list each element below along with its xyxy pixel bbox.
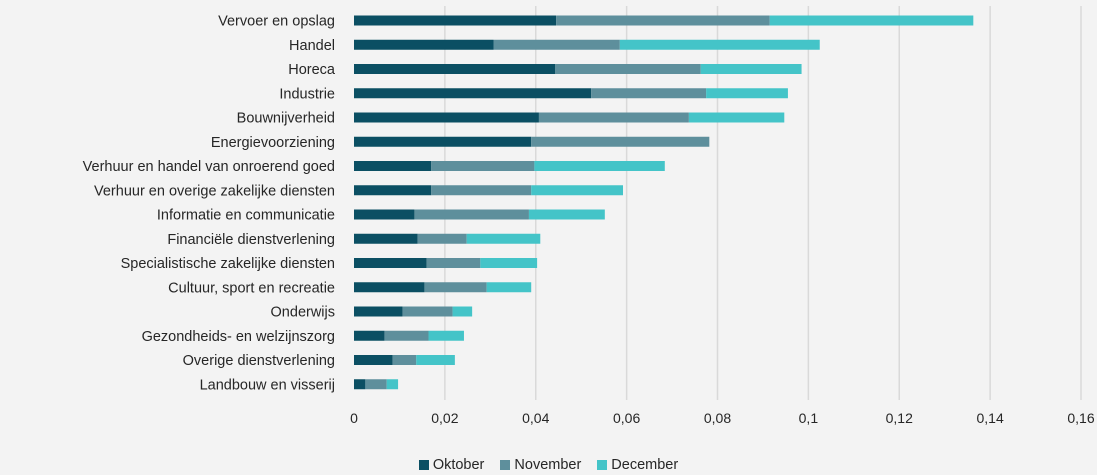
category-label: Vervoer en opslag [218,14,335,30]
legend-label: Oktober [432,457,485,473]
category-label: Energievoorziening [211,135,335,151]
category-label: Gezondheids- en welzijnszorg [142,329,335,345]
bar-segment-december [416,355,455,365]
legend-label: November [514,457,582,473]
legend-item-november: November [500,457,581,473]
bar-segment-oktober [354,64,556,74]
bar-segment-oktober [354,233,418,244]
bar-segment-oktober [354,185,432,196]
category-label: Verhuur en overige zakelijke diensten [94,183,335,199]
x-tick-label-layer: 0 0,02 0,04 0,06 0,08 0,1 0,12 0,14 0,16 [350,410,1095,426]
bar-segment-november [431,185,532,196]
bar-segment-december [531,185,623,196]
bar-segment-november [493,39,620,50]
category-label: Landbouw en visserij [200,377,335,393]
x-tick-label: 0,06 [613,410,640,426]
bar-segment-november [402,306,453,317]
bar-segment-december [688,112,785,123]
category-label: Informatie en communicatie [157,208,335,224]
bar-segment-december [700,64,802,74]
bar-segment-december [528,209,605,220]
category-label: Overige dienstverlening [183,353,335,369]
stacked-bar-chart: Vervoer en opslag Handel Horeca Industrie Bo… [83,6,1095,426]
bar-segment-december [769,15,974,26]
x-tick-label: 0 [350,410,358,426]
bar-segment-november [531,136,710,147]
bar-segment-december [386,379,399,390]
bar-segment-oktober [354,330,385,341]
category-label: Specialistische zakelijke diensten [121,256,335,272]
bar-segment-november [538,112,689,123]
bar-segment-oktober [354,88,592,99]
bar-segment-december [706,88,788,99]
x-tick-label: 0,04 [522,410,549,426]
x-tick-label: 0,14 [977,410,1004,426]
bar-segment-oktober [354,282,425,293]
x-tick-label: 0,16 [1067,410,1094,426]
bar-segment-december [480,258,538,268]
bar-segment-oktober [354,39,494,50]
bar-segment-november [384,330,429,341]
bar-segment-december [466,233,541,244]
bar-segment-december [619,39,820,50]
x-tick-label: 0,08 [704,410,731,426]
legend-label: December [611,457,679,473]
bar-segment-oktober [354,136,532,147]
bar-segment-december [452,306,473,317]
bar-segment-december [534,161,665,171]
bar-segment-november [392,355,417,365]
category-label-layer: Vervoer en opslag Handel Horeca Industrie Bo… [83,14,336,394]
category-label: Financiële dienstverlening [167,232,335,248]
category-label: Onderwijs [271,305,335,321]
category-label: Handel [289,38,335,54]
bar-segment-november [365,379,387,390]
bar-segment-oktober [354,209,415,220]
legend-item-oktober: Oktober [418,457,485,473]
bar-segment-november [431,161,535,171]
category-label: Cultuur, sport en recreatie [168,280,335,296]
x-tick-label: 0,12 [886,410,913,426]
x-tick-label: 0,1 [799,410,819,426]
bar-segment-oktober [354,306,403,317]
category-label: Horeca [288,62,336,78]
category-label: Industrie [279,86,335,102]
bar-segment-december [428,330,464,341]
bar-segment-oktober [354,161,432,171]
legend-swatch [500,460,511,470]
bar-segment-november [591,88,707,99]
bar-segment-december [486,282,532,293]
legend: Oktober November December [0,457,1097,473]
category-label: Verhuur en handel van onroerend goed [83,159,335,175]
bar-segment-oktober [354,112,539,123]
bar-segment-november [414,209,529,220]
legend-swatch [418,460,429,470]
legend-swatch [597,460,608,470]
bar-segment-november [417,233,467,244]
category-label: Bouwnijverheid [237,111,335,127]
x-tick-label: 0,02 [431,410,458,426]
bar-segment-november [555,64,701,74]
bar-segment-oktober [354,355,393,365]
bar-layer [354,15,974,390]
legend-item-december: December [597,457,678,473]
bar-segment-november [426,258,481,268]
bar-segment-oktober [354,258,427,268]
bar-segment-november [424,282,487,293]
bar-segment-oktober [354,15,557,26]
bar-segment-november [556,15,770,26]
bar-segment-oktober [354,379,366,390]
